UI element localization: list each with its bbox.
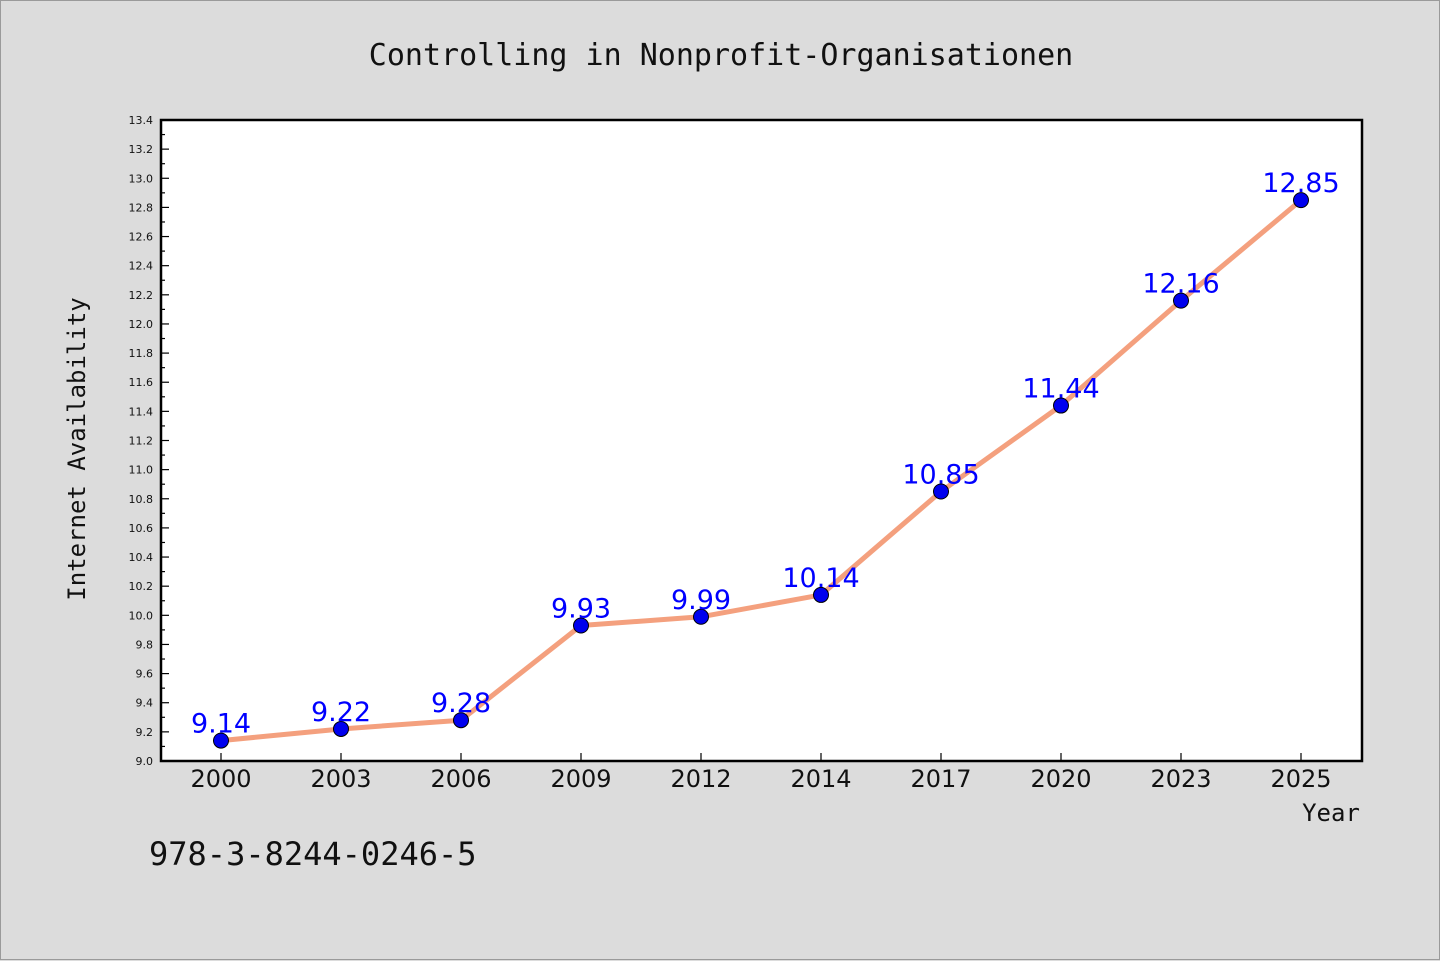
- y-tick-label: 10.6: [129, 522, 154, 535]
- x-tick-label: 2012: [670, 765, 731, 793]
- data-point: [1173, 292, 1189, 309]
- series-line: [220, 198, 1303, 744]
- data-label: 12.16: [1142, 269, 1219, 300]
- y-tick-label: 10.4: [129, 551, 154, 564]
- y-tick-label: 10.0: [129, 609, 154, 622]
- data-point: [1293, 192, 1309, 209]
- y-tick-label: 11.8: [129, 347, 154, 360]
- x-tick-label: 2020: [1030, 765, 1091, 793]
- isbn-text: 978-3-8244-0246-5: [149, 835, 477, 873]
- data-markers: [213, 192, 1309, 749]
- x-tick-label: 2017: [910, 765, 971, 793]
- y-tick-label: 12.4: [129, 260, 154, 273]
- y-tick-label: 13.0: [129, 172, 154, 185]
- data-point: [333, 720, 349, 737]
- y-tick-label: 13.4: [129, 114, 154, 127]
- y-tick-label: 11.0: [129, 464, 154, 477]
- y-tick-label: 11.4: [129, 405, 154, 418]
- data-point: [453, 712, 469, 729]
- data-point: [933, 483, 949, 500]
- y-tick-label: 10.2: [129, 580, 154, 593]
- y-tick-label: 12.2: [129, 289, 154, 302]
- data-point: [1053, 397, 1069, 414]
- y-tick-label: 9.0: [136, 755, 154, 768]
- y-tick-label: 12.8: [129, 201, 154, 214]
- data-point: [813, 586, 829, 603]
- x-tick-label: 2006: [430, 765, 491, 793]
- x-tick-label: 2014: [790, 765, 851, 793]
- chart-title: Controlling in Nonprofit-Organisationen: [369, 38, 1073, 73]
- data-label: 9.22: [311, 697, 371, 728]
- y-axis: 9.0 9.2 9.4 9.6 9.8 10.0 10.2 10.4 10.6 10.8 11.0 1…: [129, 114, 169, 768]
- y-tick-label: 12.0: [129, 318, 154, 331]
- data-label: 11.44: [1022, 374, 1099, 405]
- data-label: 10.85: [902, 459, 979, 490]
- data-label: 9.14: [191, 709, 251, 740]
- data-point: [693, 608, 709, 625]
- y-tick-label: 9.6: [136, 668, 154, 681]
- data-label: 9.93: [551, 594, 611, 625]
- data-labels: 9.14 9.22 9.28 9.93 9.99 10.14 10.85 11.44 12.16…: [191, 168, 1340, 739]
- data-point: [213, 732, 229, 749]
- y-tick-label: 11.2: [129, 435, 154, 448]
- x-tick-label: 2023: [1150, 765, 1211, 793]
- y-tick-label: 11.6: [129, 376, 154, 389]
- x-tick-label: 2003: [310, 765, 371, 793]
- y-tick-label: 12.6: [129, 231, 154, 244]
- x-tick-label: 2025: [1270, 765, 1331, 793]
- y-axis-label: Internet Availability: [63, 297, 91, 600]
- y-tick-label: 13.2: [129, 143, 154, 156]
- data-label: 10.14: [782, 563, 859, 594]
- y-tick-label: 9.2: [136, 726, 154, 739]
- y-tick-label: 10.8: [129, 493, 154, 506]
- x-tick-label: 2000: [190, 765, 251, 793]
- x-axis: 2000 2003 2006 2009 2012 2014 2017 2020 2023 2025: [190, 753, 1332, 793]
- data-label: 9.28: [431, 688, 491, 719]
- data-label: 12.85: [1262, 168, 1339, 199]
- plot-area: [159, 118, 1364, 763]
- data-label: 9.99: [671, 585, 731, 616]
- y-tick-label: 9.8: [136, 638, 154, 651]
- x-tick-label: 2009: [550, 765, 611, 793]
- x-axis-label: Year: [1302, 799, 1360, 827]
- data-point: [573, 617, 589, 634]
- y-tick-label: 9.4: [136, 697, 154, 710]
